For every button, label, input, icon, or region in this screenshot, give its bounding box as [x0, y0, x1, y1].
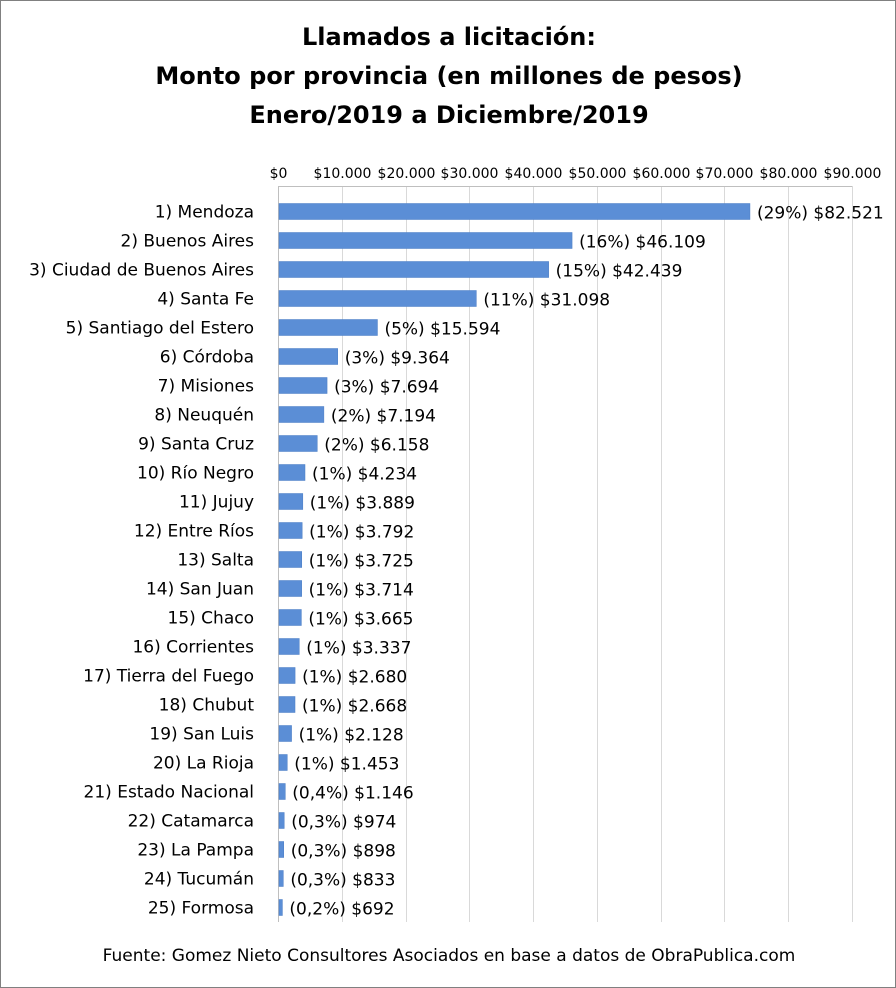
chart-title-line-3: Enero/2019 a Diciembre/2019: [249, 101, 649, 129]
bar: [278, 232, 573, 249]
data-label: (15%) $42.439: [556, 262, 683, 282]
category-label: 24) Tucumán: [144, 870, 254, 890]
data-label: (1%) $2.668: [302, 697, 407, 717]
category-label: 9) Santa Cruz: [138, 435, 254, 455]
bar: [278, 812, 285, 829]
bar: [278, 203, 751, 220]
x-tick-label: $50.000: [569, 166, 627, 182]
data-label: (1%) $3.792: [309, 523, 414, 543]
category-label: 19) San Luis: [149, 725, 254, 745]
category-label: 11) Jujuy: [179, 493, 254, 513]
bar: [278, 522, 303, 539]
x-tick-label: $30.000: [441, 166, 499, 182]
x-tick-label: $10.000: [314, 166, 372, 182]
chart-title-line-1: Llamados a licitación:: [302, 23, 596, 51]
bar: [278, 464, 306, 481]
x-tick-label: $0: [270, 166, 288, 182]
bar: [278, 783, 286, 800]
bar: [278, 348, 338, 365]
category-label: 14) San Juan: [146, 580, 254, 600]
bar: [278, 493, 304, 510]
data-label: (1%) $3.725: [309, 552, 414, 572]
bar: [278, 319, 378, 336]
category-label: 12) Entre Ríos: [134, 522, 254, 542]
x-tick-label: $70.000: [696, 166, 754, 182]
x-tick-label: $20.000: [378, 166, 436, 182]
category-label: 7) Misiones: [158, 377, 254, 397]
data-label: (0,2%) $692: [289, 900, 394, 920]
bar: [278, 841, 284, 858]
bar-chart: $0 $10.000 $20.000 $30.000 $40.000 $50.000 $60…: [29, 166, 884, 922]
source-footnote: Fuente: Gomez Nieto Consultores Asociado…: [102, 946, 796, 966]
category-label: 6) Córdoba: [160, 348, 254, 368]
category-label: 13) Salta: [177, 551, 254, 571]
data-label: (1%) $3.665: [308, 610, 413, 630]
category-label: 17) Tierra del Fuego: [83, 667, 254, 687]
bar: [278, 580, 302, 597]
data-label: (1%) $3.337: [306, 639, 411, 659]
data-label: (0,4%) $1.146: [292, 784, 413, 804]
x-tick-label: $90.000: [824, 166, 882, 182]
category-label: 8) Neuquén: [154, 406, 254, 426]
bar: [278, 377, 328, 394]
bar: [278, 609, 302, 626]
data-label: (1%) $3.714: [309, 581, 414, 601]
category-label: 25) Formosa: [148, 899, 254, 919]
data-label: (11%) $31.098: [483, 291, 610, 311]
bar: [278, 290, 477, 307]
data-label: (2%) $6.158: [324, 436, 429, 456]
data-label: (29%) $82.521: [757, 204, 884, 224]
data-label: (3%) $9.364: [345, 349, 450, 369]
data-label: (1%) $1.453: [294, 755, 399, 775]
bar: [278, 754, 288, 771]
data-label: (5%) $15.594: [384, 320, 500, 340]
category-label: 3) Ciudad de Buenos Aires: [29, 261, 254, 281]
data-label: (1%) $4.234: [312, 465, 417, 485]
category-label: 18) Chubut: [159, 696, 255, 716]
bar: [278, 870, 284, 887]
data-label: (0,3%) $833: [290, 871, 395, 891]
x-tick-label: $80.000: [760, 166, 818, 182]
bar: [278, 406, 325, 423]
category-label: 23) La Pampa: [137, 841, 254, 861]
bar: [278, 638, 300, 655]
x-tick-label: $40.000: [505, 166, 563, 182]
category-label: 21) Estado Nacional: [84, 783, 254, 803]
category-label: 4) Santa Fe: [157, 290, 254, 310]
data-label: (0,3%) $898: [291, 842, 396, 862]
data-label: (3%) $7.694: [334, 378, 439, 398]
chart-title-line-2: Monto por provincia (en millones de peso…: [155, 62, 743, 90]
bar: [278, 696, 296, 713]
bar: [278, 667, 296, 684]
category-label: 5) Santiago del Estero: [66, 319, 254, 339]
category-label: 20) La Rioja: [153, 754, 254, 774]
category-label: 10) Río Negro: [137, 464, 254, 484]
bar: [278, 261, 549, 278]
category-label: 16) Corrientes: [132, 638, 254, 658]
bar: [278, 551, 303, 568]
bar: [278, 725, 292, 742]
category-label: 15) Chaco: [168, 609, 254, 629]
data-label: (2%) $7.194: [331, 407, 436, 427]
data-label: (0,3%) $974: [291, 813, 396, 833]
x-tick-label: $60.000: [633, 166, 691, 182]
category-label: 2) Buenos Aires: [121, 232, 255, 252]
bar: [278, 435, 318, 452]
category-label: 22) Catamarca: [128, 812, 254, 832]
data-label: (1%) $2.128: [299, 726, 404, 746]
data-label: (1%) $3.889: [310, 494, 415, 514]
data-label: (16%) $46.109: [579, 233, 706, 253]
data-label: (1%) $2.680: [302, 668, 407, 688]
bar: [278, 899, 283, 916]
category-label: 1) Mendoza: [155, 203, 254, 223]
